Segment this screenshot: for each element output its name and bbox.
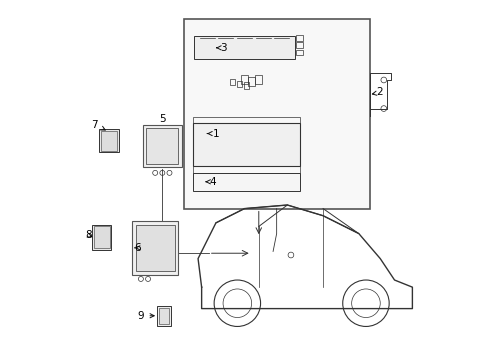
Bar — [255, 151, 272, 158]
Bar — [135, 225, 175, 271]
Text: 5: 5 — [159, 113, 165, 123]
Bar — [296, 50, 303, 55]
Bar — [200, 151, 216, 158]
Text: 1: 1 — [207, 129, 219, 139]
Bar — [200, 141, 216, 149]
Bar — [218, 151, 235, 158]
Bar — [146, 128, 178, 164]
Bar — [241, 75, 247, 84]
Text: 2: 2 — [372, 87, 383, 98]
Bar — [183, 19, 369, 208]
Bar — [149, 153, 156, 160]
Bar — [166, 134, 173, 141]
Bar — [247, 77, 255, 86]
Bar — [137, 261, 144, 269]
Bar — [146, 229, 153, 237]
Bar — [194, 36, 294, 59]
Text: 6: 6 — [134, 243, 141, 253]
Bar — [92, 225, 111, 249]
Bar — [218, 132, 235, 140]
Bar — [296, 35, 303, 41]
Bar — [255, 141, 272, 149]
Bar — [237, 132, 253, 140]
Bar — [200, 132, 216, 140]
Bar — [146, 261, 153, 269]
Bar — [237, 141, 253, 149]
Bar — [158, 143, 164, 151]
Bar — [224, 176, 246, 187]
Bar — [218, 141, 235, 149]
Bar — [137, 239, 144, 248]
Bar — [149, 134, 156, 141]
Bar — [200, 176, 221, 187]
Bar — [166, 143, 173, 151]
Bar — [155, 261, 162, 269]
Bar — [274, 176, 296, 187]
Bar — [101, 131, 117, 150]
Bar — [146, 250, 153, 258]
Bar — [274, 141, 290, 149]
Text: 7: 7 — [91, 120, 105, 130]
Bar — [249, 176, 271, 187]
Bar — [155, 239, 162, 248]
Bar — [146, 239, 153, 248]
Bar — [166, 153, 173, 160]
Bar — [142, 125, 182, 167]
Bar — [164, 239, 171, 248]
Text: 8: 8 — [85, 230, 91, 240]
Bar — [132, 221, 178, 275]
Bar — [99, 129, 118, 152]
Bar — [164, 250, 171, 258]
Bar — [164, 261, 171, 269]
Bar — [274, 151, 290, 158]
Bar — [192, 166, 299, 173]
Bar — [157, 306, 171, 325]
Bar — [159, 308, 169, 324]
Bar — [192, 173, 299, 191]
Bar — [255, 75, 262, 84]
Text: 4: 4 — [206, 177, 216, 187]
Bar — [158, 134, 164, 141]
Bar — [192, 123, 299, 166]
Bar — [158, 153, 164, 160]
Bar — [155, 229, 162, 237]
Bar — [137, 250, 144, 258]
Bar — [137, 229, 144, 237]
Bar — [164, 229, 171, 237]
Bar — [155, 250, 162, 258]
Bar — [237, 151, 253, 158]
Bar — [237, 81, 242, 87]
Bar — [274, 132, 290, 140]
Text: 3: 3 — [216, 43, 226, 53]
Bar — [230, 79, 234, 85]
Bar — [296, 42, 303, 48]
Bar — [244, 82, 248, 89]
Bar — [149, 143, 156, 151]
Bar — [192, 117, 299, 123]
Bar — [93, 226, 109, 248]
Text: 9: 9 — [138, 311, 154, 321]
Bar — [255, 132, 272, 140]
